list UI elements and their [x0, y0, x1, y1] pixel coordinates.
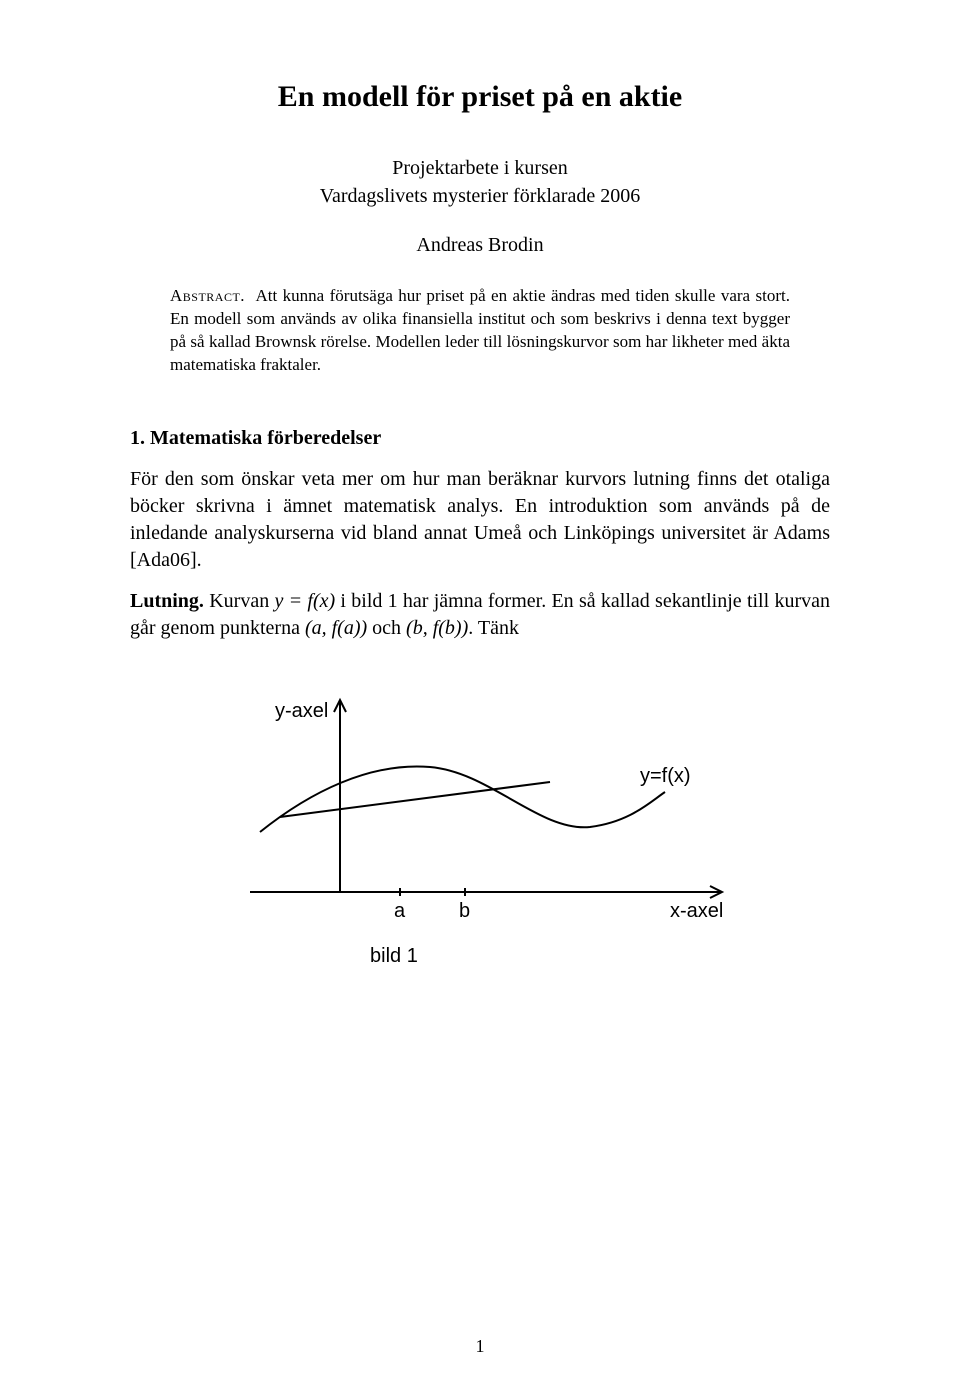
paragraph-2-a: Kurvan — [204, 590, 275, 612]
abstract-label: Abstract. — [170, 286, 245, 305]
page: En modell för priset på en aktie Projekt… — [0, 0, 960, 1387]
paragraph-2-runin: Lutning. — [130, 590, 204, 612]
paragraph-2-c: och — [367, 617, 406, 639]
tick-a-label: a — [394, 900, 406, 922]
section-1-heading: 1. Matematiska förberedelser — [130, 427, 830, 450]
curve-path — [260, 766, 665, 832]
subtitle-line-1: Projektarbete i kursen — [392, 157, 568, 179]
document-title: En modell för priset på en aktie — [130, 80, 830, 114]
math-y-eq-fx: y = f(x) — [274, 590, 335, 612]
page-number: 1 — [0, 1336, 960, 1357]
figure-1-svg: y-axel x-axel y=f(x) a b bild 1 — [220, 672, 740, 972]
secant-line — [280, 782, 550, 817]
paragraph-2: Lutning. Kurvan y = f(x) i bild 1 har jä… — [130, 588, 830, 642]
math-point-a: (a, f(a)) — [305, 617, 367, 639]
figure-caption: bild 1 — [370, 945, 418, 967]
paragraph-2-d: . Tänk — [468, 617, 519, 639]
math-point-b: (b, f(b)) — [406, 617, 468, 639]
curve-label: y=f(x) — [640, 765, 691, 787]
x-axis-label: x-axel — [670, 900, 723, 922]
tick-b-label: b — [459, 900, 470, 922]
abstract-text: Att kunna förutsäga hur priset på en akt… — [170, 286, 790, 374]
paragraph-1: För den som önskar veta mer om hur man b… — [130, 466, 830, 574]
abstract: Abstract. Att kunna förutsäga hur priset… — [170, 285, 790, 377]
subtitle-line-2: Vardagslivets mysterier förklarade 2006 — [320, 185, 640, 207]
y-axis-label: y-axel — [275, 700, 328, 722]
document-subtitle: Projektarbete i kursen Vardagslivets mys… — [130, 154, 830, 210]
author-name: Andreas Brodin — [130, 234, 830, 257]
figure-1: y-axel x-axel y=f(x) a b bild 1 — [130, 672, 830, 977]
